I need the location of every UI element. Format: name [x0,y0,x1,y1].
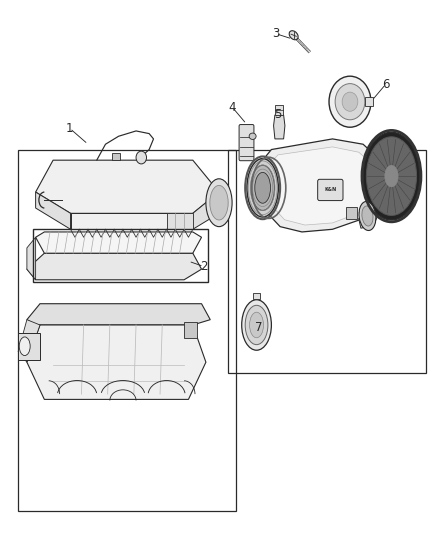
Circle shape [136,151,147,164]
Text: 3: 3 [272,27,279,40]
Ellipse shape [242,300,272,350]
Polygon shape [35,192,71,229]
Polygon shape [35,160,219,213]
Polygon shape [166,213,193,229]
Text: 1: 1 [66,122,74,135]
Bar [365,98,373,106]
Ellipse shape [247,159,279,217]
Polygon shape [71,213,193,229]
Ellipse shape [210,185,228,220]
Polygon shape [274,115,285,139]
Text: 7: 7 [255,321,263,334]
Ellipse shape [366,137,417,215]
Ellipse shape [359,201,376,230]
Ellipse shape [289,31,298,40]
Polygon shape [18,333,40,360]
Text: 5: 5 [274,109,282,122]
Ellipse shape [363,132,420,220]
Ellipse shape [362,206,373,226]
Polygon shape [27,253,201,280]
Bar [253,293,260,300]
Circle shape [329,76,371,127]
Ellipse shape [249,133,256,140]
Ellipse shape [251,165,275,211]
Bar [184,322,197,338]
Polygon shape [365,155,383,169]
Polygon shape [267,147,381,225]
Bar [112,153,120,160]
Ellipse shape [250,312,264,338]
Ellipse shape [385,165,398,187]
Bar [346,207,357,219]
Bar [18,150,237,511]
Ellipse shape [255,172,271,203]
Polygon shape [18,320,40,362]
Text: 2: 2 [200,260,208,273]
Polygon shape [27,304,210,325]
FancyBboxPatch shape [318,179,343,200]
Bar [228,150,426,373]
Polygon shape [258,139,389,232]
Polygon shape [27,237,35,280]
Polygon shape [359,208,378,228]
Circle shape [335,84,365,120]
Polygon shape [35,232,201,253]
Bar [276,106,283,115]
Ellipse shape [19,337,30,356]
Polygon shape [27,325,206,399]
Text: 4: 4 [228,101,236,114]
Ellipse shape [245,305,268,345]
Text: 6: 6 [382,78,389,91]
Circle shape [342,92,358,111]
Bar [33,229,208,282]
Ellipse shape [206,179,232,227]
FancyBboxPatch shape [239,125,254,161]
Polygon shape [193,192,219,229]
Text: K&N: K&N [324,188,336,192]
